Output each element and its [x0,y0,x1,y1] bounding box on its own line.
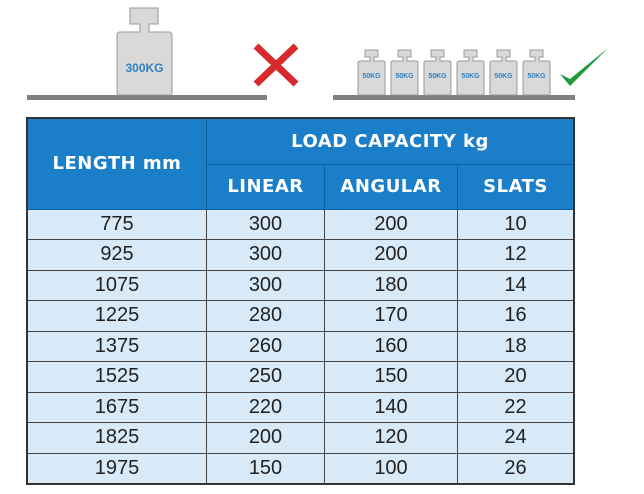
small-weight: 50KG [423,49,452,96]
cell-linear: 280 [206,300,325,332]
cell-length: 1675 [26,391,207,423]
cell-length: 1375 [26,330,207,362]
table-row: 1075 300 180 14 [26,269,575,301]
cell-slats: 26 [457,452,575,485]
cell-linear: 200 [206,422,325,454]
small-weight: 50KG [456,49,485,96]
subheader-slats: SLATS [457,163,575,210]
cell-length: 1975 [26,452,207,485]
cell-slats: 12 [457,239,575,271]
cell-linear: 250 [206,361,325,393]
table-row: 1525 250 150 20 [26,361,575,393]
cell-angular: 150 [324,361,458,393]
small-weight-label: 50KG [428,73,447,80]
table-row: 1225 280 170 16 [26,300,575,332]
cell-length: 1825 [26,422,207,454]
cell-angular: 160 [324,330,458,362]
small-weight: 50KG [390,49,419,96]
small-weight: 50KG [357,49,386,96]
shelf-left [27,95,267,100]
small-weight-label: 50KG [395,73,414,80]
big-weight-label: 300KG [125,61,164,75]
cell-angular: 120 [324,422,458,454]
cell-angular: 170 [324,300,458,332]
header-length: LENGTH mm [26,117,207,210]
big-weight: 300KG [116,6,173,96]
cell-angular: 180 [324,269,458,301]
subheader-linear: LINEAR [206,163,325,210]
small-weight: 50KG [522,49,551,96]
cell-linear: 260 [206,330,325,362]
cell-length: 775 [26,208,207,240]
table-row: 1825 200 120 24 [26,422,575,454]
cell-length: 925 [26,239,207,271]
cell-slats: 18 [457,330,575,362]
table-row: 1675 220 140 22 [26,391,575,423]
cell-angular: 200 [324,239,458,271]
cell-linear: 300 [206,208,325,240]
table-row: 925 300 200 12 [26,239,575,271]
cross-icon [253,43,299,87]
small-weight-label: 50KG [362,73,381,80]
load-capacity-table: LENGTH mm LOAD CAPACITY kg LINEAR ANGULA… [26,117,575,485]
header-load-capacity: LOAD CAPACITY kg [206,117,575,165]
cell-angular: 100 [324,452,458,485]
small-weight-label: 50KG [461,73,480,80]
small-weight: 50KG [489,49,518,96]
cell-slats: 14 [457,269,575,301]
cell-slats: 16 [457,300,575,332]
cell-linear: 300 [206,239,325,271]
cell-angular: 200 [324,208,458,240]
cell-length: 1225 [26,300,207,332]
small-weight-label: 50KG [494,73,513,80]
subheader-angular: ANGULAR [324,163,458,210]
cell-slats: 24 [457,422,575,454]
table-row: 775 300 200 10 [26,208,575,240]
table-row: 1975 150 100 26 [26,452,575,485]
cell-linear: 220 [206,391,325,423]
cell-angular: 140 [324,391,458,423]
cell-slats: 20 [457,361,575,393]
cell-linear: 300 [206,269,325,301]
cell-length: 1075 [26,269,207,301]
cell-slats: 10 [457,208,575,240]
table-row: 1375 260 160 18 [26,330,575,362]
cell-length: 1525 [26,361,207,393]
cell-linear: 150 [206,452,325,485]
cell-slats: 22 [457,391,575,423]
shelf-right [333,95,575,100]
small-weight-label: 50KG [527,73,546,80]
checkmark-icon [560,48,608,86]
